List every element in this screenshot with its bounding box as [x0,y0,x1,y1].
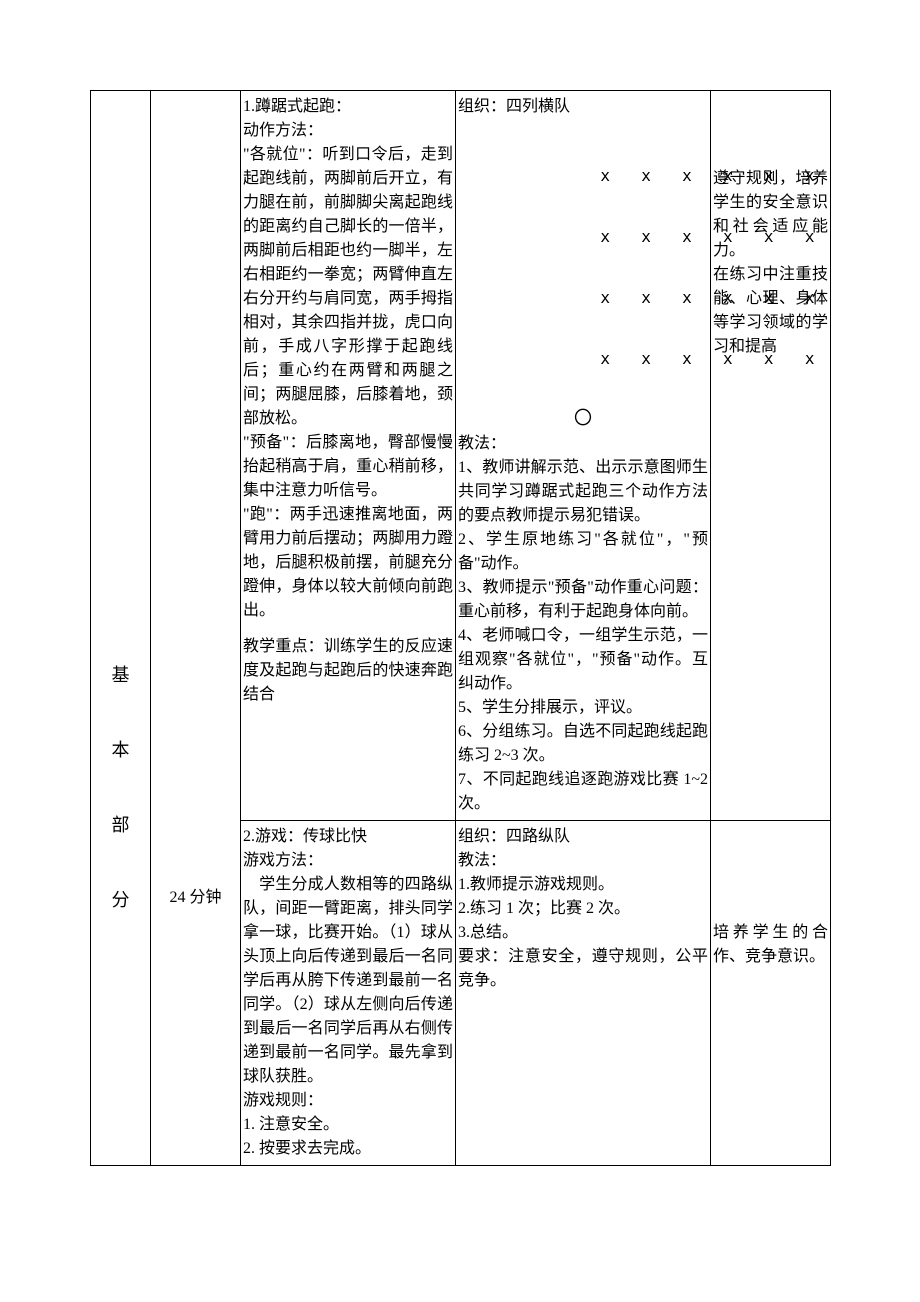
content-subtitle: 游戏方法： [243,849,453,873]
method-cell-2: 组织：四路纵队 教法： 1.教师提示游戏规则。 2.练习 1 次；比赛 2 次。… [456,820,711,1165]
content-subtitle: 游戏规则： [243,1089,453,1113]
goal-paragraph: 在练习中注重技能、心理、身体等学习领域的学习和提高 [713,263,828,359]
section-char: 本 [112,737,130,764]
goal-paragraph: 遵守规则，培养学生的安全意识和社会适应能力。 [713,167,828,263]
method-item: 1.教师提示游戏规则。 [458,873,708,897]
section-char: 部 [112,812,130,839]
org-label: 组织：四路纵队 [458,825,708,849]
method-cell-1: 组织：四列横队 x x x x x x x x x x x x x x x x … [456,91,711,821]
document-page: 基 本 部 分 24 分钟 1.蹲踞式起跑： 动作方法： "各就位"：听到口令后… [0,0,920,1196]
teacher-marker-icon: 〇 [458,405,708,432]
method-item: 3、教师提示"预备"动作重心问题：重心前移，有利于起跑身体向前。 [458,576,708,624]
teach-label: 教法： [458,849,708,873]
table-row: 基 本 部 分 24 分钟 1.蹲踞式起跑： 动作方法： "各就位"：听到口令后… [91,91,831,821]
content-paragraph: "预备"：后膝离地，臀部慢慢抬起稍高于肩，重心稍前移，集中注意力听信号。 [243,431,453,503]
lesson-table: 基 本 部 分 24 分钟 1.蹲踞式起跑： 动作方法： "各就位"：听到口令后… [90,90,831,1166]
spacer [458,119,708,131]
method-item: 6、分组练习。自选不同起跑线起跑练习 2~3 次。 [458,720,708,768]
goal-cell-1: 遵守规则，培养学生的安全意识和社会适应能力。 在练习中注重技能、心理、身体等学习… [711,91,831,821]
method-item: 1、教师讲解示范、出示示意图师生共同学习蹲踞式起跑三个动作方法的要点教师提示易犯… [458,456,708,528]
content-subtitle: 动作方法： [243,119,453,143]
formation-diagram: x x x x x x x x x x x x x x x x x x x x … [458,131,708,405]
method-item: 3.总结。 [458,921,708,945]
method-item: 2.练习 1 次；比赛 2 次。 [458,897,708,921]
content-title: 1.蹲踞式起跑： [243,95,453,119]
content-cell-1: 1.蹲踞式起跑： 动作方法： "各就位"：听到口令后，走到起跑线前，两脚前后开立… [241,91,456,821]
section-label: 基 本 部 分 [91,342,150,914]
section-cell: 基 本 部 分 [91,91,151,1166]
content-cell-2: 2.游戏：传球比快 游戏方法： 学生分成人数相等的四路纵队，间距一臂距离，排头同… [241,820,456,1165]
content-paragraph: 教学重点：训练学生的反应速度及起跑与起跑后的快速奔跑结合 [243,635,453,707]
content-rule: 2. 按要求去完成。 [243,1137,453,1161]
goal-cell-2: 培养学生的合作、竞争意识。 [711,820,831,1165]
method-item: 5、学生分排展示，评议。 [458,696,708,720]
spacer [243,623,453,635]
method-item: 7、不同起跑线追逐跑游戏比赛 1~2 次。 [458,768,708,816]
time-label: 24 分钟 [151,346,240,910]
method-req: 要求：注意安全，遵守规则，公平竞争。 [458,945,708,993]
spacer [713,95,828,167]
content-paragraph: "跑"：两手迅速推离地面，两臂用力前后摆动；两脚用力蹬地，后腿积极前摆，前腿充分… [243,503,453,623]
content-rule: 1. 注意安全。 [243,1113,453,1137]
spacer [713,825,828,921]
formation-row: x x x x x x [600,349,818,368]
goal-paragraph: 培养学生的合作、竞争意识。 [713,921,828,969]
teach-label: 教法： [458,432,708,456]
time-cell: 24 分钟 [151,91,241,1166]
content-paragraph: "各就位"：听到口令后，走到起跑线前，两脚前后开立，有力腿在前，前脚脚尖离起跑线… [243,143,453,431]
method-item: 2、学生原地练习"各就位"，"预备"动作。 [458,528,708,576]
org-label: 组织：四列横队 [458,95,708,119]
content-paragraph: 学生分成人数相等的四路纵队，间距一臂距离，排头同学拿一球，比赛开始。（1）球从头… [243,873,453,1089]
section-char: 分 [112,887,130,914]
content-title: 2.游戏：传球比快 [243,825,453,849]
section-char: 基 [112,662,130,689]
method-item: 4、老师喊口令，一组学生示范，一组观察"各就位"，"预备"动作。互纠动作。 [458,624,708,696]
